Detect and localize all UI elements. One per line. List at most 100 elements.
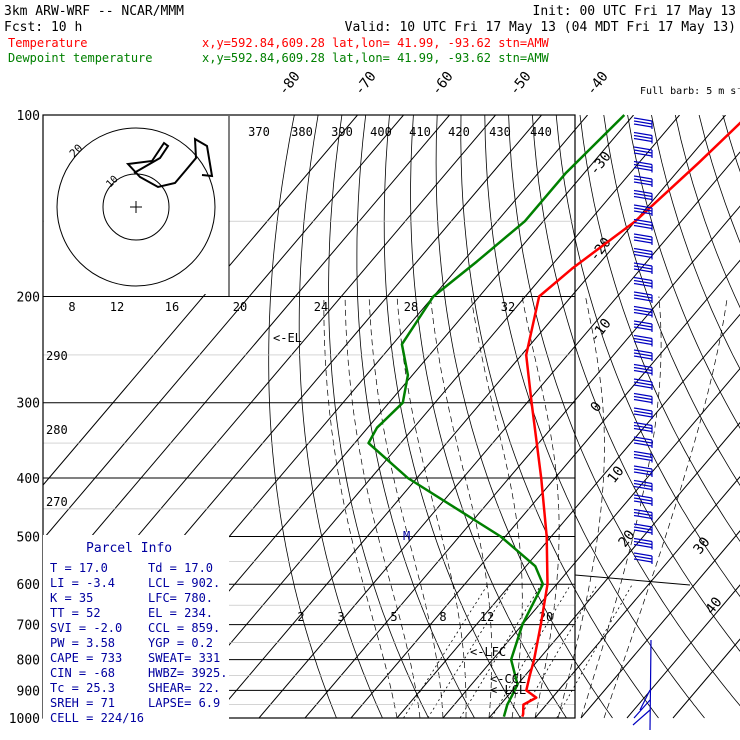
dewpoint-profile xyxy=(367,114,626,718)
wind-barb-flag xyxy=(633,192,653,198)
wind-barbs: Full barb: 5 m s⁻¹ xyxy=(632,86,740,731)
wind-barb-flag xyxy=(633,326,653,331)
wind-barb-flag xyxy=(633,543,653,549)
moist-adiabat-line xyxy=(344,296,421,719)
wind-barb-flag xyxy=(633,265,653,270)
pressure-tick-label: 600 xyxy=(17,578,40,593)
mixing-ratio-label: 8 xyxy=(439,610,446,624)
wind-barb-flag xyxy=(633,195,653,201)
wind-barb-flag xyxy=(633,308,653,314)
parcel-stat-left: SREH = 71 xyxy=(50,696,115,710)
wind-barb-flag xyxy=(633,340,653,346)
wind-barb-flag xyxy=(633,479,653,485)
mixing-ratio-line xyxy=(556,583,633,719)
parcel-stat-right: LAPSE= 6.9 xyxy=(148,696,220,710)
theta-side-label: 290 xyxy=(46,349,68,363)
hodograph-speed-label: 16 xyxy=(165,300,179,314)
isotherm-label: -60 xyxy=(429,69,457,99)
wind-barb-flag xyxy=(633,146,653,151)
wind-barb-flag xyxy=(633,236,653,241)
wind-barb-flag xyxy=(633,355,653,360)
dry-adiabat-line xyxy=(674,115,740,719)
wind-barb-flag xyxy=(633,384,653,389)
wind-barb-flag xyxy=(633,166,653,172)
isotherm-label: -10 xyxy=(587,316,615,346)
theta-label: 430 xyxy=(489,125,511,139)
isotherm-line xyxy=(43,115,404,719)
wind-barb-flag xyxy=(633,189,653,195)
wind-barb-flag xyxy=(633,511,653,517)
wind-barb-flag xyxy=(633,514,653,520)
temperature-legend-label: Temperature xyxy=(8,36,87,50)
wind-barb-flag xyxy=(633,137,653,143)
parcel-stat-right: CCL = 859. xyxy=(148,621,220,635)
moist-adiabat-line xyxy=(557,296,605,719)
wind-barb-flag xyxy=(633,453,653,459)
dry-adiabat-line xyxy=(722,115,740,719)
wind-barb-flag xyxy=(633,392,653,398)
theta-label: 380 xyxy=(291,125,313,139)
level-marker-label: M xyxy=(403,529,410,543)
dry-adiabat-line xyxy=(383,115,521,719)
model-title: 3km ARW-WRF -- NCAR/MMM xyxy=(4,4,184,19)
isotherm-label: -80 xyxy=(276,69,304,99)
isotherm-line xyxy=(304,115,740,719)
wind-barb-flag xyxy=(633,334,653,340)
level-marker-label: <-EL xyxy=(273,331,302,345)
isotherm-line xyxy=(258,115,740,719)
pressure-tick-label: 700 xyxy=(17,619,40,634)
dry-adiabat-line xyxy=(651,115,740,719)
wind-barb-flag xyxy=(633,456,653,462)
wind-barb-flag xyxy=(633,247,653,253)
wind-barb-flag xyxy=(633,465,653,470)
wind-barb-flag xyxy=(633,497,653,502)
parcel-stat-left: TT = 52 xyxy=(50,606,101,620)
wind-barb-flag xyxy=(633,442,653,447)
wind-barb-flag xyxy=(633,294,653,299)
wind-barb-flag xyxy=(633,262,653,267)
wind-barb-flag xyxy=(633,352,653,357)
wind-barb-flag xyxy=(633,221,653,227)
wind-barb-flag xyxy=(633,555,653,560)
wind-barb-flag xyxy=(633,210,653,215)
dry-adiabat-line xyxy=(532,115,740,719)
wind-scale-label: Full barb: 5 m s⁻¹ xyxy=(640,86,740,97)
wind-barb-flag xyxy=(633,523,653,528)
isotherm-label: -40 xyxy=(584,69,612,99)
parcel-stat-left: CAPE = 733 xyxy=(50,651,122,665)
wind-barb-flag xyxy=(633,529,653,534)
wind-barb-flag xyxy=(633,160,653,166)
valid-time: Valid: 10 UTC Fri 17 May 13 (04 MDT Fri … xyxy=(345,20,736,35)
wind-barb-flag xyxy=(633,178,653,183)
theta-label: 390 xyxy=(331,125,353,139)
pressure-tick-label: 500 xyxy=(17,530,40,545)
parcel-stat-left: K = 35 xyxy=(50,591,93,605)
hodograph-speed-label: 32 xyxy=(501,300,515,314)
wind-barb-flag xyxy=(633,268,653,273)
parcel-stat-right: SWEAT= 331 xyxy=(148,651,220,665)
wind-barb-flag xyxy=(633,500,653,505)
hodograph-speed-label: 28 xyxy=(404,300,418,314)
wind-barb-flag xyxy=(633,117,653,122)
hodograph-outer-ring xyxy=(56,127,216,287)
wind-barb-flag xyxy=(633,540,653,546)
level-marker-label: <-CCL xyxy=(490,672,526,686)
isotherm-line xyxy=(626,115,740,719)
wind-barb-flag xyxy=(633,218,653,224)
init-time: Init: 00 UTC Fri 17 May 13 xyxy=(533,4,737,19)
isotherm-line xyxy=(166,115,680,719)
wind-barb-flag xyxy=(633,410,653,415)
wind-barb-flag xyxy=(633,175,653,180)
wind-barb-flag xyxy=(633,378,653,383)
wind-barb-flag xyxy=(633,282,653,288)
wind-barb-flag xyxy=(633,297,653,302)
wind-barb-flag xyxy=(633,311,653,317)
wind-barb-flag xyxy=(633,152,653,157)
dry-adiabat-line xyxy=(298,115,383,719)
parcel-stat-left: LI = -3.4 xyxy=(50,576,115,590)
temperature-profile xyxy=(521,121,740,718)
parcel-stat-left: CIN = -68 xyxy=(50,666,115,680)
mixing-ratio-line xyxy=(403,583,489,719)
hodograph-center-marker xyxy=(130,201,142,213)
